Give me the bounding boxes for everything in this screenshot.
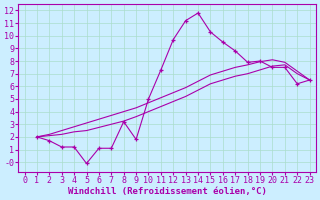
- X-axis label: Windchill (Refroidissement éolien,°C): Windchill (Refroidissement éolien,°C): [68, 187, 267, 196]
